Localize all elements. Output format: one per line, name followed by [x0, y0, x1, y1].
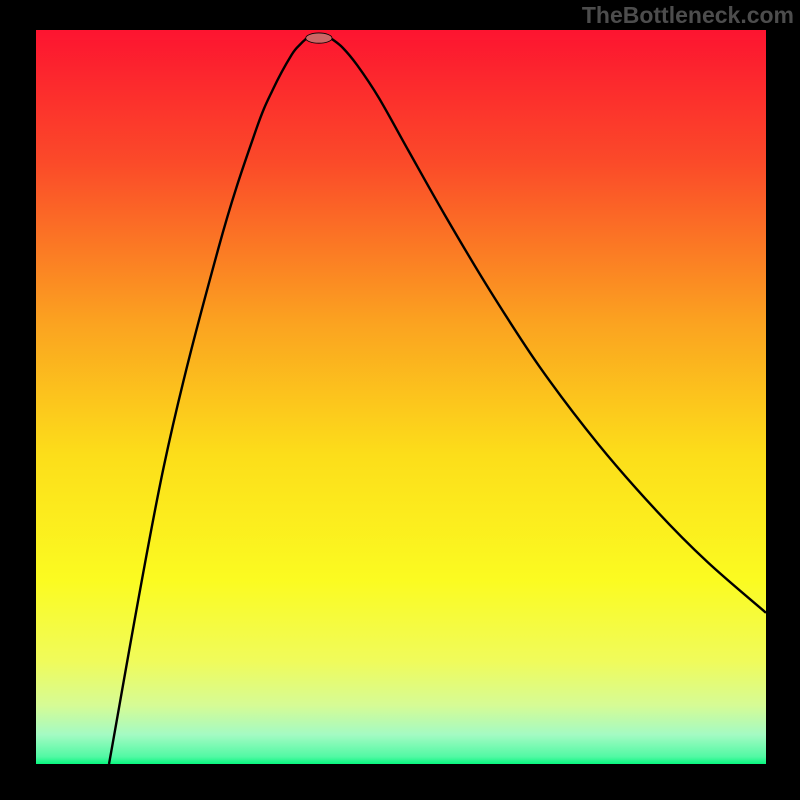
watermark-text: TheBottleneck.com — [582, 2, 794, 29]
gradient-background — [36, 30, 766, 764]
optimum-marker — [306, 33, 332, 43]
plot-area — [36, 30, 766, 764]
chart-container: TheBottleneck.com — [0, 0, 800, 800]
chart-svg — [36, 30, 766, 764]
